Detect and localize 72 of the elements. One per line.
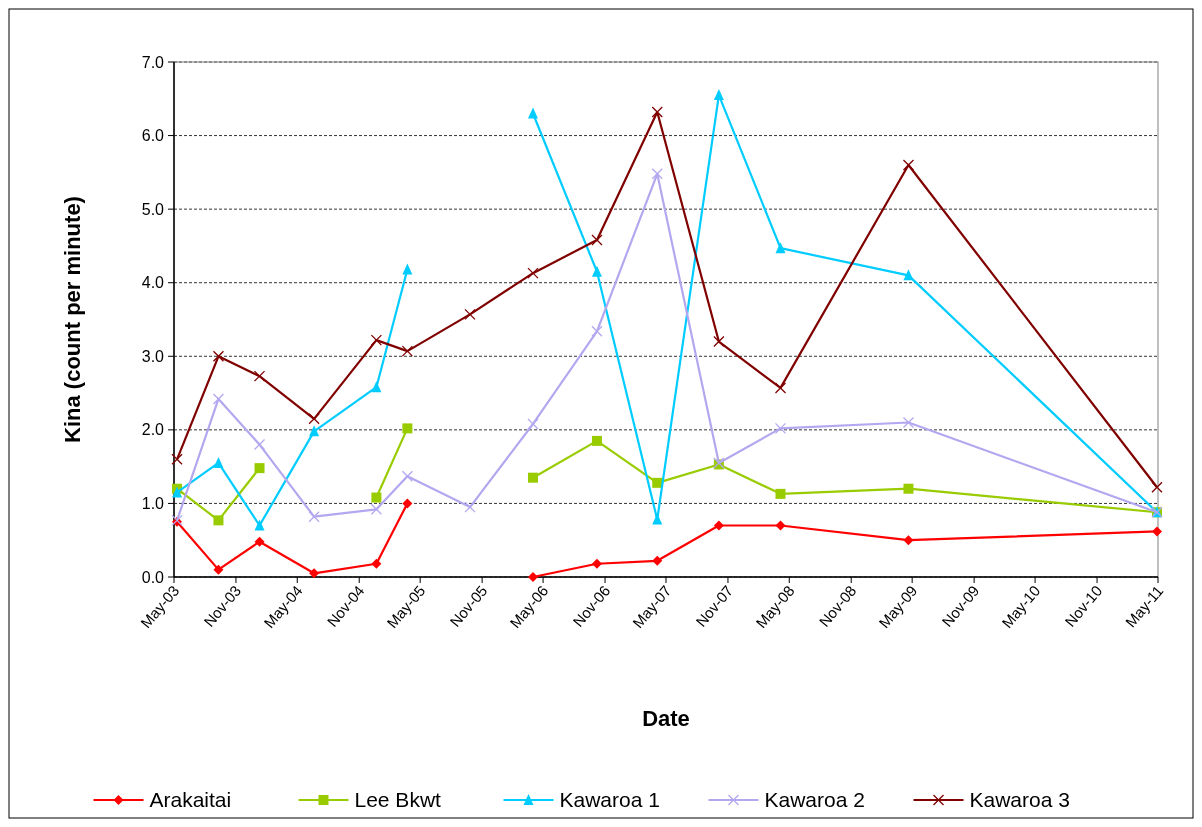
point	[402, 263, 413, 275]
point	[775, 488, 786, 499]
point	[401, 470, 414, 482]
point	[253, 370, 266, 382]
legend-label: Kawaroa 3	[969, 788, 1070, 812]
point	[591, 234, 603, 246]
point	[713, 89, 724, 101]
point	[254, 519, 265, 531]
point	[212, 393, 225, 405]
point	[651, 106, 663, 118]
point	[370, 334, 383, 346]
point	[371, 381, 382, 393]
y-tick-label: 5.0	[141, 200, 165, 218]
point	[213, 456, 224, 468]
y-axis-title: Kina (count per minute)	[60, 196, 85, 443]
y-tick-label: 2.0	[141, 421, 165, 439]
point	[713, 335, 725, 348]
point	[370, 503, 383, 515]
point	[774, 422, 787, 435]
point	[902, 159, 915, 171]
point	[212, 350, 225, 362]
point	[591, 435, 602, 446]
legend-label: Kawaroa 1	[559, 788, 660, 812]
point	[1151, 526, 1162, 537]
point	[253, 438, 266, 451]
point	[527, 267, 539, 279]
y-tick-label: 6.0	[141, 127, 165, 145]
point	[652, 477, 663, 488]
point	[172, 486, 183, 498]
point	[652, 555, 663, 566]
point	[775, 242, 786, 254]
point	[713, 520, 724, 531]
y-tick-label: 0.0	[141, 568, 165, 586]
point	[903, 269, 914, 281]
point	[254, 536, 265, 547]
point	[371, 492, 382, 503]
y-tick-label: 3.0	[141, 347, 165, 365]
y-tick-label: 7.0	[141, 53, 165, 71]
point	[213, 564, 224, 575]
point	[591, 265, 602, 277]
point	[401, 345, 414, 357]
point	[527, 472, 538, 483]
point	[651, 168, 663, 180]
point	[902, 416, 915, 429]
point	[774, 382, 787, 394]
legend-label: Kawaroa 2	[764, 788, 865, 812]
point	[527, 418, 539, 430]
legend-label: Arakaitai	[149, 788, 232, 812]
point	[527, 107, 538, 119]
y-tick-label: 4.0	[141, 274, 165, 292]
point	[464, 501, 476, 513]
point	[591, 558, 602, 569]
point	[402, 498, 413, 509]
point	[903, 483, 914, 494]
point	[402, 423, 413, 434]
point	[309, 425, 320, 437]
point	[213, 515, 224, 526]
point	[1151, 481, 1163, 493]
point	[591, 325, 603, 337]
x-axis-title: Date	[642, 706, 690, 731]
point	[903, 535, 914, 546]
y-tick-label: 1.0	[141, 495, 165, 513]
point	[254, 463, 265, 474]
point	[527, 572, 538, 582]
point	[308, 511, 320, 523]
point	[464, 308, 476, 320]
point	[371, 558, 382, 569]
point	[775, 520, 786, 531]
point	[171, 453, 183, 465]
point	[309, 568, 320, 579]
legend-label: Lee Bkwt	[354, 788, 442, 812]
point	[308, 413, 320, 425]
